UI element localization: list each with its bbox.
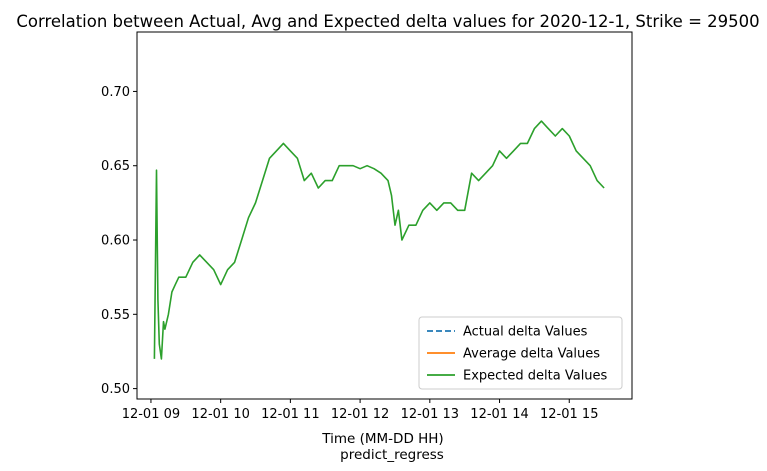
x-axis-sublabel: predict_regress (340, 447, 444, 463)
y-tick-label: 0.65 (101, 159, 130, 174)
y-axis: 0.50 0.55 0.60 0.65 0.70 (101, 85, 137, 397)
legend-label: Actual delta Values (463, 325, 588, 340)
y-tick-label: 0.60 (101, 234, 130, 249)
y-tick-label: 0.55 (101, 308, 130, 323)
chart-title: Correlation between Actual, Avg and Expe… (16, 12, 759, 31)
plot-frame (136, 31, 633, 400)
x-tick-label: 12-01 10 (191, 407, 249, 422)
x-tick-label: 12-01 14 (470, 407, 528, 422)
x-tick-label: 12-01 15 (540, 407, 598, 422)
series-line-2 (153, 120, 605, 360)
legend-box (418, 316, 623, 390)
x-axis: 12-01 09 12-01 10 12-01 11 12-01 12 12-01 13… (122, 399, 598, 422)
x-tick-label: 12-01 12 (331, 407, 389, 422)
plot-area (136, 31, 633, 400)
legend-label: Expected delta Values (463, 369, 608, 384)
x-axis-label: Time (MM-DD HH) (321, 431, 443, 447)
x-tick-label: 12-01 13 (401, 407, 459, 422)
y-tick-label: 0.70 (101, 85, 130, 100)
legend-label: Average delta Values (463, 347, 600, 362)
legend: Actual delta Values Average delta Values E… (418, 316, 623, 390)
x-tick-label: 12-01 09 (122, 407, 180, 422)
y-tick-label: 0.50 (101, 382, 130, 397)
x-tick-label: 12-01 11 (261, 407, 319, 422)
